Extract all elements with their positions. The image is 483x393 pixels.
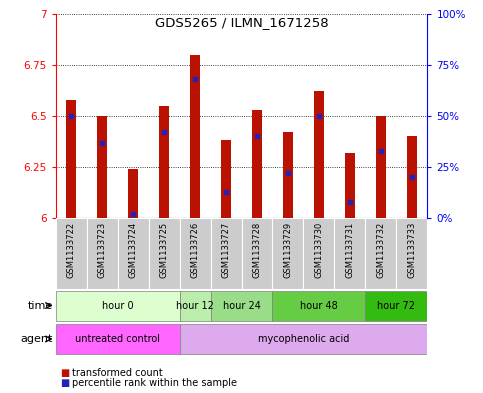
Bar [366, 290, 427, 321]
Bar [128, 169, 139, 218]
Text: GSM1133733: GSM1133733 [408, 222, 416, 278]
Text: hour 24: hour 24 [223, 301, 260, 310]
Bar [56, 218, 86, 289]
Text: GSM1133727: GSM1133727 [222, 222, 230, 278]
Bar [407, 136, 417, 218]
Text: GSM1133730: GSM1133730 [314, 222, 324, 278]
Bar [397, 218, 427, 289]
Text: hour 48: hour 48 [300, 301, 338, 310]
Text: hour 0: hour 0 [102, 301, 133, 310]
Text: GSM1133722: GSM1133722 [67, 222, 75, 278]
Text: GSM1133723: GSM1133723 [98, 222, 107, 278]
Bar [283, 132, 293, 218]
Bar [190, 55, 200, 218]
Bar [303, 218, 334, 289]
Text: time: time [28, 301, 53, 310]
Text: ■: ■ [60, 368, 70, 378]
Bar [366, 218, 397, 289]
Bar [242, 218, 272, 289]
Text: hour 72: hour 72 [377, 301, 415, 310]
Bar [180, 218, 211, 289]
Bar [66, 99, 76, 218]
Text: GDS5265 / ILMN_1671258: GDS5265 / ILMN_1671258 [155, 16, 328, 29]
Text: GSM1133726: GSM1133726 [190, 222, 199, 278]
Bar [272, 290, 366, 321]
Bar [376, 116, 386, 218]
Bar [180, 324, 427, 354]
Bar [149, 218, 180, 289]
Text: GSM1133729: GSM1133729 [284, 222, 293, 278]
Bar [252, 110, 262, 218]
Bar [313, 92, 325, 218]
Bar [86, 218, 117, 289]
Bar [211, 290, 272, 321]
Text: untreated control: untreated control [75, 334, 160, 344]
Text: agent: agent [21, 334, 53, 344]
Bar [334, 218, 366, 289]
Bar [344, 153, 355, 218]
Text: hour 12: hour 12 [176, 301, 214, 310]
Text: ■: ■ [60, 378, 70, 388]
Bar [56, 290, 180, 321]
Bar [117, 218, 149, 289]
Text: GSM1133732: GSM1133732 [376, 222, 385, 278]
Bar [158, 106, 170, 218]
Text: GSM1133731: GSM1133731 [345, 222, 355, 278]
Bar [221, 140, 231, 218]
Bar [56, 324, 180, 354]
Text: mycophenolic acid: mycophenolic acid [258, 334, 349, 344]
Text: GSM1133725: GSM1133725 [159, 222, 169, 278]
Text: transformed count: transformed count [72, 368, 163, 378]
Text: percentile rank within the sample: percentile rank within the sample [72, 378, 238, 388]
Bar [272, 218, 303, 289]
Bar [180, 290, 211, 321]
Text: GSM1133728: GSM1133728 [253, 222, 261, 278]
Text: GSM1133724: GSM1133724 [128, 222, 138, 278]
Bar [97, 116, 107, 218]
Bar [211, 218, 242, 289]
